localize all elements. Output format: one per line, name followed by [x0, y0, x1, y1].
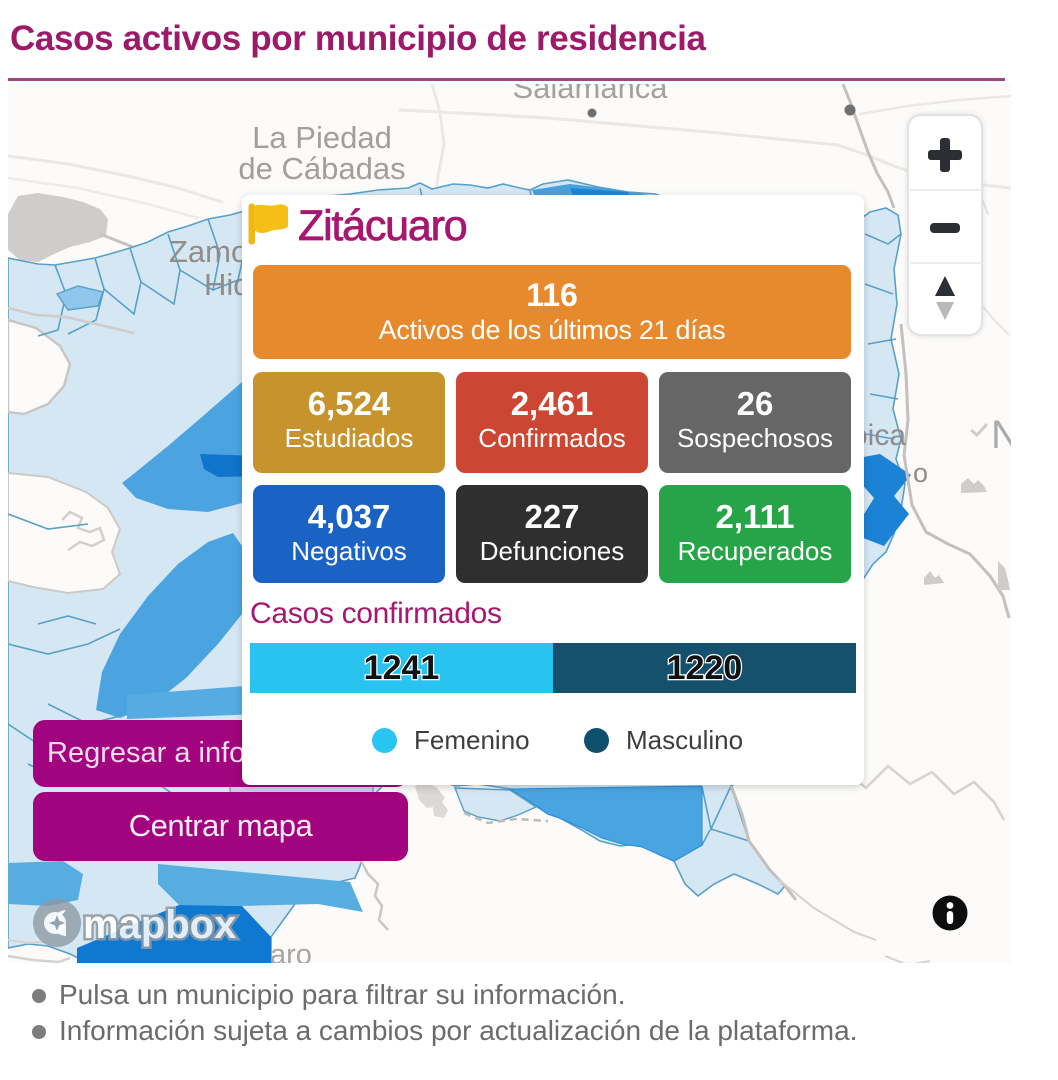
svg-text:o: o [913, 458, 928, 488]
svg-text:de Cábadas: de Cábadas [238, 151, 405, 186]
svg-text:Salamanca: Salamanca [512, 84, 668, 105]
svg-text:aro: aro [270, 939, 312, 963]
svg-text:La Piedad: La Piedad [252, 120, 392, 155]
svg-text:N: N [991, 413, 1011, 457]
svg-text:mapbox: mapbox [83, 903, 236, 947]
